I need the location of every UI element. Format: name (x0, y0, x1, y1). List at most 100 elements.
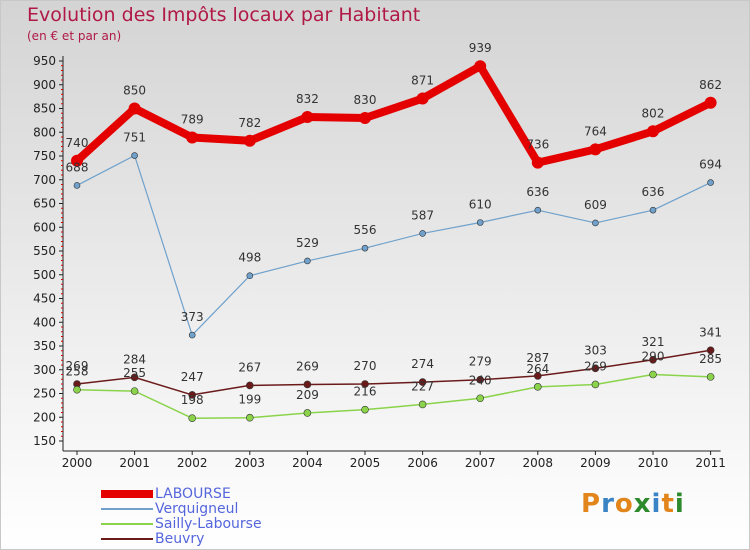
legend-swatch-sailly-labourse (101, 522, 153, 525)
data-point-verquigneul (707, 179, 714, 186)
data-point-verquigneul (419, 230, 426, 237)
y-tick-label: 150 (33, 434, 56, 448)
data-label-sailly-labourse: 199 (238, 393, 261, 407)
data-point-verquigneul (188, 331, 196, 339)
data-label-beuvry: 269 (296, 359, 319, 373)
data-label-verquigneul: 529 (296, 236, 319, 250)
data-point-sailly-labourse (303, 409, 312, 417)
data-label-sailly-labourse: 285 (699, 352, 722, 366)
data-label-verquigneul: 373 (181, 310, 204, 324)
y-tick-label: 350 (33, 339, 56, 353)
x-tick-label: 2003 (235, 456, 266, 470)
data-label-labourse: 832 (296, 92, 319, 106)
y-tick-label: 900 (33, 78, 56, 92)
x-tick-label: 2002 (177, 456, 208, 470)
data-label-sailly-labourse: 240 (469, 373, 492, 387)
legend-item-labourse: LABOURSE (101, 485, 262, 502)
data-point-sailly-labourse (246, 413, 254, 422)
data-label-verquigneul: 609 (584, 198, 607, 212)
legend-swatch-verquigneul (101, 507, 153, 510)
y-tick-label: 600 (33, 220, 56, 234)
data-label-labourse: 736 (526, 138, 549, 152)
x-tick-label: 2001 (119, 456, 150, 470)
proxiti-logo: Proxiti (581, 489, 685, 519)
data-point-beuvry (361, 380, 369, 388)
data-point-verquigneul (592, 219, 599, 227)
legend-label: Verquigneul (155, 500, 239, 517)
data-point-labourse (531, 156, 544, 169)
data-label-verquigneul: 636 (526, 185, 549, 199)
data-point-verquigneul (476, 219, 484, 226)
x-tick-label: 2010 (638, 456, 669, 470)
series-line-sailly-labourse (76, 373, 712, 419)
y-tick-label: 450 (33, 292, 56, 306)
y-tick-label: 750 (33, 149, 56, 163)
x-tick-label: 2004 (292, 456, 323, 470)
data-point-labourse (301, 111, 314, 124)
series-line-labourse (73, 62, 715, 167)
legend-item-beuvry: Beuvry (101, 531, 262, 547)
data-label-verquigneul: 587 (411, 208, 434, 222)
legend-item-verquigneul: Verquigneul (101, 500, 262, 517)
data-point-beuvry (418, 378, 427, 386)
data-point-beuvry (303, 380, 312, 389)
data-point-verquigneul (73, 182, 81, 189)
data-point-verquigneul (361, 244, 369, 252)
y-tick-label: 800 (33, 125, 56, 139)
data-point-sailly-labourse (188, 414, 196, 423)
y-tick-label: 700 (33, 173, 56, 187)
data-point-sailly-labourse (591, 380, 600, 389)
data-point-sailly-labourse (73, 385, 81, 394)
legend-swatch-beuvry (101, 537, 153, 540)
legend-swatch-labourse (101, 489, 153, 498)
data-label-sailly-labourse: 290 (642, 350, 665, 364)
data-label-verquigneul: 694 (699, 158, 722, 172)
data-point-beuvry (649, 355, 657, 364)
data-label-beuvry: 287 (526, 351, 549, 365)
data-label-verquigneul: 688 (66, 160, 89, 174)
data-point-beuvry (476, 375, 485, 384)
data-label-beuvry: 303 (584, 343, 607, 357)
data-point-verquigneul (304, 257, 311, 265)
logo-letter: P (581, 489, 602, 519)
data-label-verquigneul: 610 (469, 198, 492, 212)
data-point-labourse (243, 134, 256, 147)
logo-letter: t (661, 489, 675, 519)
data-point-beuvry (533, 372, 542, 380)
data-point-sailly-labourse (533, 383, 542, 391)
data-label-sailly-labourse: 227 (411, 379, 434, 393)
data-label-beuvry: 341 (699, 325, 722, 339)
x-tick-label: 2009 (580, 456, 611, 470)
data-label-labourse: 862 (699, 78, 722, 92)
series-line-beuvry (76, 349, 712, 396)
x-tick-label: 2011 (695, 456, 726, 470)
data-point-labourse (589, 143, 602, 156)
data-point-sailly-labourse (130, 387, 139, 395)
data-label-labourse: 789 (181, 112, 204, 126)
data-label-labourse: 782 (238, 116, 261, 130)
legend-label: LABOURSE (155, 485, 231, 502)
data-point-labourse (186, 131, 199, 144)
y-tick-label: 850 (33, 102, 56, 116)
data-label-verquigneul: 636 (642, 185, 665, 199)
logo-letter: x (633, 489, 652, 519)
data-point-beuvry (130, 373, 139, 382)
series-line-verquigneul (76, 154, 712, 336)
x-tick-label: 2006 (407, 456, 438, 470)
data-label-labourse: 802 (642, 106, 665, 120)
data-point-verquigneul (534, 206, 542, 214)
data-point-sailly-labourse (706, 373, 715, 381)
data-point-beuvry (591, 364, 600, 373)
legend-label: Sailly-Labourse (155, 515, 262, 532)
data-label-labourse: 939 (469, 41, 492, 55)
x-tick-label: 2007 (465, 456, 496, 470)
data-point-verquigneul (131, 152, 138, 159)
legend: LABOURSE Verquigneul Sailly-Labourse Beu… (101, 485, 262, 547)
logo-letter: i (674, 489, 685, 519)
y-tick-label: 500 (33, 268, 56, 282)
data-label-sailly-labourse: 255 (123, 366, 146, 380)
data-point-beuvry (706, 346, 715, 355)
data-point-labourse (474, 60, 487, 73)
